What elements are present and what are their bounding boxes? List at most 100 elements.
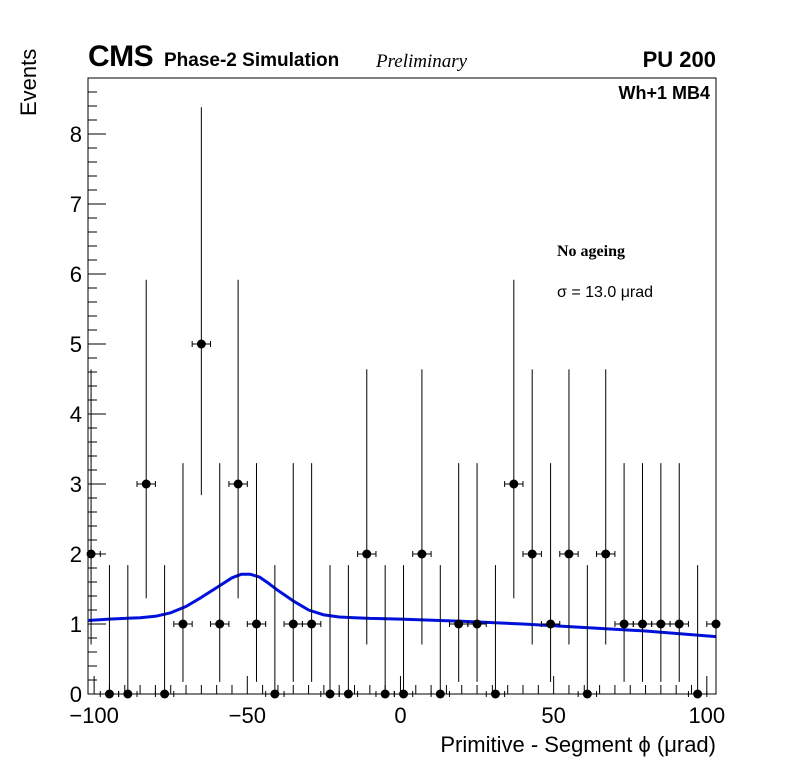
phase-label: Phase-2 Simulation: [164, 50, 340, 71]
data-point: [251, 619, 261, 629]
data-point: [215, 619, 225, 629]
data-point: [656, 619, 666, 629]
data-point-group: [485, 565, 506, 699]
data-point: [178, 619, 188, 629]
data-point-group: [540, 463, 561, 682]
plot-frame: [87, 77, 717, 695]
data-point: [104, 689, 114, 699]
data-point: [435, 689, 445, 699]
data-point-group: [320, 565, 340, 699]
data-point: [693, 689, 703, 699]
data-point: [270, 689, 280, 699]
data-points-layer: [86, 107, 721, 699]
resolution-label: σ = 13.0 μrad: [557, 284, 654, 301]
data-point-group: [301, 463, 322, 682]
y-tick-label: 7: [70, 192, 82, 217]
tick-labels: −100 −50 0 50 100 0 1 2 3 4 5 6 7 8: [69, 122, 725, 728]
data-point: [343, 689, 353, 699]
x-tick-label: 100: [688, 703, 725, 728]
cms-logo: CMS: [88, 40, 154, 73]
x-tick-label: −50: [229, 703, 266, 728]
x-tick-label: −100: [69, 703, 119, 728]
data-point-group: [228, 279, 248, 599]
data-point: [417, 549, 427, 559]
data-point-group: [210, 463, 230, 682]
data-point-group: [651, 463, 671, 682]
data-point: [564, 549, 574, 559]
data-point: [86, 549, 96, 559]
data-point: [490, 689, 500, 699]
data-point: [160, 689, 170, 699]
data-point: [141, 479, 151, 489]
data-point-group: [467, 463, 487, 682]
x-tick-label: 50: [541, 703, 565, 728]
data-point: [380, 689, 390, 699]
data-point-group: [669, 463, 689, 682]
data-point: [527, 549, 537, 559]
data-point: [325, 689, 335, 699]
data-point: [196, 339, 206, 349]
data-point: [582, 689, 592, 699]
data-point-group: [173, 463, 193, 682]
y-axis-title: Events: [16, 48, 41, 116]
condition-label: No ageing: [557, 243, 625, 260]
data-point-group: [412, 369, 432, 645]
data-point-group: [504, 279, 524, 599]
data-point-group: [357, 369, 377, 645]
y-tick-label: 0: [70, 682, 82, 707]
data-point: [399, 689, 409, 699]
data-point: [509, 479, 519, 489]
data-point-group: [596, 369, 616, 645]
data-point: [123, 689, 133, 699]
axes: [87, 77, 717, 695]
data-point-group: [154, 565, 175, 699]
data-point-group: [191, 107, 212, 496]
data-point-group: [430, 565, 450, 699]
data-point: [711, 619, 721, 629]
x-axis-title: Primitive - Segment ϕ (μrad): [440, 732, 716, 757]
data-point-group: [522, 369, 542, 645]
data-point-group: [118, 565, 138, 699]
data-point-group: [706, 463, 721, 682]
y-tick-label: 4: [70, 402, 82, 427]
x-tick-label: 0: [394, 703, 406, 728]
data-point-group: [99, 565, 120, 699]
data-point-group: [338, 565, 359, 699]
y-tick-label: 5: [70, 332, 82, 357]
data-point: [454, 619, 464, 629]
preliminary-label: Preliminary: [376, 51, 468, 72]
data-point-group: [283, 463, 303, 682]
data-point-group: [448, 463, 469, 682]
data-point-group: [577, 565, 598, 699]
y-tick-label: 1: [70, 612, 82, 637]
pileup-label: PU 200: [642, 47, 716, 72]
y-tick-label: 6: [70, 262, 82, 287]
data-point-group: [393, 565, 414, 699]
fit-curve-layer: [88, 572, 716, 639]
y-tick-label: 2: [70, 542, 82, 567]
data-point: [619, 619, 629, 629]
y-tick-label: 8: [70, 122, 82, 147]
data-point-group: [614, 463, 634, 682]
data-point: [233, 479, 243, 489]
data-point: [307, 619, 317, 629]
y-tick-label: 3: [70, 472, 82, 497]
data-point: [601, 549, 611, 559]
data-point-group: [86, 369, 101, 645]
fit-curve: [88, 572, 716, 639]
data-point: [288, 619, 298, 629]
data-point-group: [632, 463, 653, 682]
data-point-group: [559, 369, 579, 645]
data-point: [674, 619, 684, 629]
sample-label: Wh+1 MB4: [618, 83, 710, 103]
data-point-group: [375, 565, 395, 699]
data-point-group: [687, 565, 708, 699]
data-point-group: [246, 463, 267, 682]
data-point: [546, 619, 556, 629]
data-point-group: [265, 565, 285, 699]
data-point-group: [136, 279, 156, 599]
data-point: [637, 619, 647, 629]
data-point: [362, 549, 372, 559]
data-point: [472, 619, 482, 629]
